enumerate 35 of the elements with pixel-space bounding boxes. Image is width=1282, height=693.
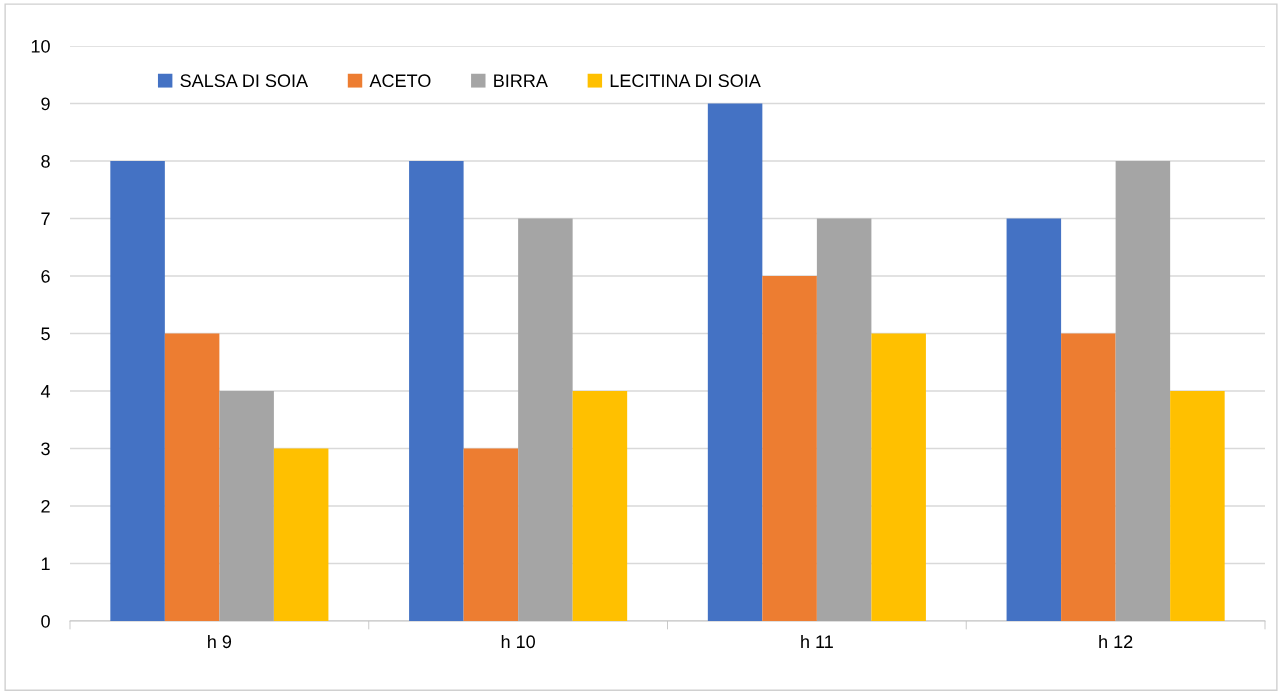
- y-tick-label: 2: [41, 499, 50, 513]
- legend-label: ACETO: [369, 74, 431, 88]
- y-tick-label: 0: [41, 614, 50, 628]
- bar: [110, 161, 165, 621]
- bar: [572, 391, 628, 621]
- bar: [707, 103, 763, 621]
- x-tick-label: h 9: [208, 634, 232, 649]
- bar: [816, 218, 872, 621]
- bar: [1115, 161, 1171, 621]
- bar: [409, 161, 464, 621]
- bar: [762, 276, 817, 621]
- x-tick-label: h 12: [1099, 634, 1133, 648]
- x-tick-label: h 10: [501, 634, 535, 649]
- y-tick-label: 4: [40, 385, 51, 398]
- bar: [518, 218, 573, 621]
- bar: [219, 391, 274, 621]
- y-tick-label: 6: [41, 269, 50, 283]
- y-tick-label: 3: [41, 442, 50, 456]
- y-tick-label: 5: [41, 327, 50, 341]
- y-tick-label: 1: [41, 557, 50, 571]
- y-tick-label: 9: [41, 97, 50, 111]
- bar: [871, 333, 926, 621]
- bar: [463, 448, 519, 621]
- bar: [164, 333, 220, 621]
- legend-label: LECITINA DI SOIA: [610, 74, 761, 88]
- y-tick-label: 8: [41, 154, 50, 168]
- y-tick-label: 7: [41, 212, 50, 226]
- legend-label: SALSA DI SOIA: [180, 74, 309, 88]
- bar: [273, 448, 329, 621]
- bar: [1006, 218, 1062, 621]
- bar: [1170, 391, 1225, 621]
- legend-label: BIRRA: [494, 74, 548, 87]
- bar: [1061, 333, 1116, 621]
- y-tick-label: 10: [31, 39, 50, 53]
- x-tick-label: h 11: [801, 634, 833, 648]
